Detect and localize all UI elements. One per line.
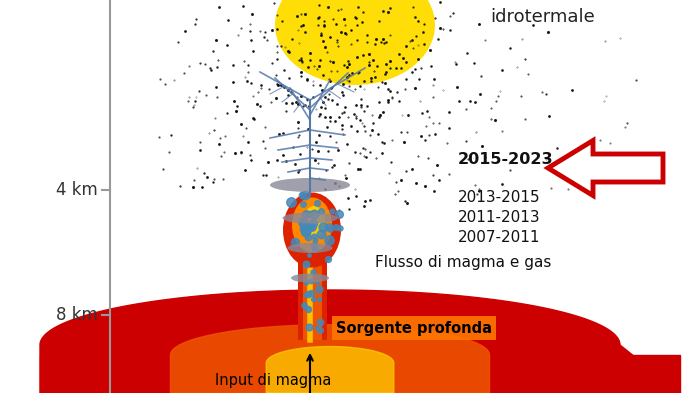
- Ellipse shape: [275, 0, 435, 85]
- Ellipse shape: [270, 178, 350, 192]
- Text: Input di magma: Input di magma: [215, 373, 331, 388]
- Polygon shape: [298, 210, 327, 340]
- Text: 2015-2023: 2015-2023: [458, 152, 554, 167]
- Text: 2011-2013: 2011-2013: [458, 211, 540, 226]
- Text: Sorgente profonda: Sorgente profonda: [336, 321, 492, 336]
- Polygon shape: [548, 141, 663, 195]
- Ellipse shape: [288, 243, 332, 253]
- Ellipse shape: [283, 193, 341, 268]
- Polygon shape: [40, 355, 680, 393]
- Text: 2013-2015: 2013-2015: [458, 191, 540, 206]
- Polygon shape: [40, 290, 680, 393]
- Text: 4 km: 4 km: [56, 181, 98, 199]
- Polygon shape: [171, 325, 489, 393]
- Text: idrotermale: idrotermale: [490, 8, 595, 26]
- Ellipse shape: [291, 274, 329, 283]
- Text: 2007-2011: 2007-2011: [458, 231, 540, 246]
- Ellipse shape: [292, 198, 332, 252]
- Text: Flusso di magma e gas: Flusso di magma e gas: [375, 255, 552, 270]
- Polygon shape: [303, 215, 322, 340]
- Ellipse shape: [303, 206, 325, 238]
- Ellipse shape: [283, 213, 337, 224]
- Polygon shape: [266, 347, 394, 393]
- Text: 8 km: 8 km: [56, 306, 98, 324]
